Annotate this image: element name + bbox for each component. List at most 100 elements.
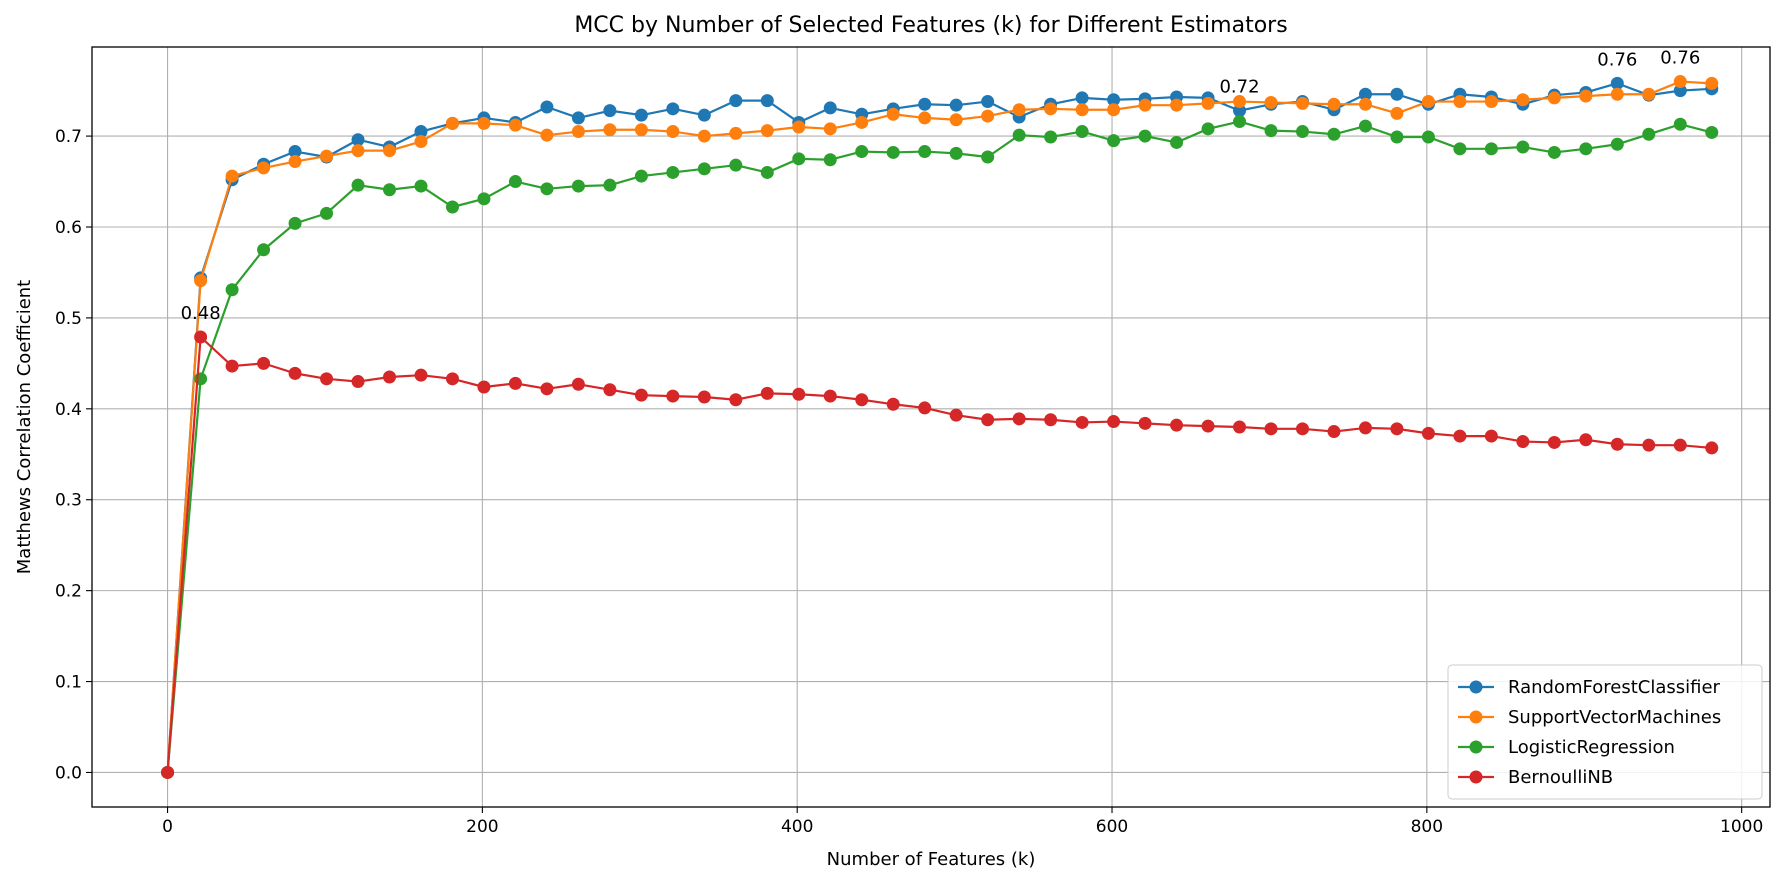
legend-label: SupportVectorMachines — [1508, 707, 1721, 728]
data-point — [1453, 95, 1467, 109]
data-annotation: 0.48 — [181, 303, 221, 324]
data-point — [288, 216, 302, 230]
data-point — [1642, 87, 1656, 101]
data-point — [1201, 122, 1215, 136]
chart-title: MCC by Number of Selected Features (k) f… — [574, 13, 1287, 38]
data-point — [1390, 87, 1404, 101]
data-point — [1453, 142, 1467, 156]
data-point — [383, 144, 397, 158]
data-point — [194, 330, 208, 344]
data-point — [1547, 145, 1561, 159]
data-point — [981, 95, 995, 109]
data-point — [792, 120, 806, 134]
data-point — [1358, 97, 1372, 111]
data-point — [1295, 96, 1309, 110]
data-point — [351, 178, 365, 192]
data-point — [1107, 93, 1121, 107]
data-point — [918, 111, 932, 125]
data-point — [1107, 103, 1121, 117]
data-point — [1547, 435, 1561, 449]
data-point — [288, 155, 302, 169]
data-point — [1705, 76, 1719, 90]
data-point — [1610, 437, 1624, 451]
data-point — [855, 393, 869, 407]
data-point — [1673, 117, 1687, 131]
x-tick-label: 800 — [1411, 817, 1443, 837]
data-point — [540, 128, 554, 142]
data-point — [634, 169, 648, 183]
legend-item: LogisticRegression — [1458, 737, 1675, 758]
data-point — [823, 389, 837, 403]
data-point — [634, 108, 648, 122]
legend-swatch-marker — [1469, 770, 1483, 784]
data-point — [729, 94, 743, 108]
data-point — [225, 169, 239, 183]
y-tick-label: 0.1 — [55, 673, 82, 693]
data-point — [1264, 422, 1278, 436]
data-point — [949, 146, 963, 160]
data-point — [288, 366, 302, 380]
data-point — [1138, 129, 1152, 143]
data-point — [697, 162, 711, 176]
data-point — [760, 124, 774, 138]
data-point — [1358, 421, 1372, 435]
data-point — [1201, 96, 1215, 110]
data-point — [1075, 125, 1089, 139]
plot-frame — [91, 46, 1771, 808]
data-point — [918, 401, 932, 415]
data-point — [414, 125, 428, 139]
data-point — [1138, 98, 1152, 112]
data-point — [886, 107, 900, 121]
data-point — [477, 192, 491, 206]
data-point — [823, 153, 837, 167]
data-point — [571, 377, 585, 391]
legend-swatch-marker — [1469, 740, 1483, 754]
x-tick-label: 400 — [781, 817, 813, 837]
axis-ticks: 0 200 400 600 800 1000 0.0 0.1 0.2 0.3 0.4 0.5 0.6 0.… — [55, 127, 1763, 837]
data-point — [697, 108, 711, 122]
data-point — [1012, 128, 1026, 142]
data-point — [1610, 87, 1624, 101]
data-point — [414, 179, 428, 193]
data-point — [445, 372, 459, 386]
data-point — [1390, 422, 1404, 436]
y-tick-label: 0.2 — [55, 582, 82, 602]
data-point — [760, 94, 774, 108]
data-point — [320, 372, 334, 386]
y-tick-label: 0.0 — [55, 763, 82, 783]
data-point — [1516, 93, 1530, 107]
data-point — [571, 125, 585, 139]
data-point — [981, 413, 995, 427]
data-point — [540, 182, 554, 196]
y-tick-label: 0.6 — [55, 218, 82, 238]
data-point — [1453, 429, 1467, 443]
y-tick-label: 0.3 — [55, 491, 82, 511]
data-point — [288, 145, 302, 159]
data-point — [257, 161, 271, 175]
data-point — [886, 397, 900, 411]
series-lines — [161, 75, 1719, 779]
data-point — [571, 111, 585, 125]
data-point — [1044, 102, 1058, 116]
data-point — [1327, 127, 1341, 141]
data-point — [1642, 438, 1656, 452]
data-point — [634, 388, 648, 402]
data-point — [1642, 127, 1656, 141]
data-point — [886, 145, 900, 159]
data-point — [729, 126, 743, 140]
data-point — [351, 133, 365, 147]
data-point — [1170, 418, 1184, 432]
x-tick-label: 1000 — [1720, 817, 1763, 837]
data-point — [918, 97, 932, 111]
data-point — [540, 100, 554, 114]
data-point — [855, 145, 869, 159]
data-point — [697, 129, 711, 143]
data-point — [1579, 89, 1593, 103]
data-point — [1012, 412, 1026, 426]
data-point — [1390, 106, 1404, 120]
y-tick-label: 0.4 — [55, 400, 82, 420]
data-point — [1358, 87, 1372, 101]
legend-label: LogisticRegression — [1508, 737, 1675, 758]
data-point — [477, 380, 491, 394]
data-point — [1673, 438, 1687, 452]
